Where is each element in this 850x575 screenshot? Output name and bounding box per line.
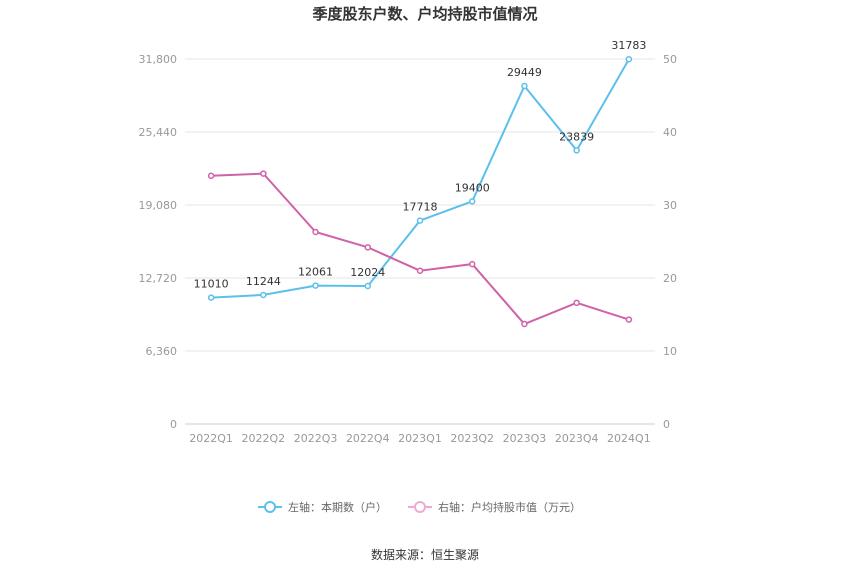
right-axis-ticks: 0 10 20 30 40 50 [663,53,677,431]
data-label: 31783 [611,39,646,52]
data-point-households [312,282,319,289]
legend-marker-market-value [414,501,426,513]
x-axis-tick-label: 2022Q2 [242,432,286,445]
gridlines [185,58,655,425]
left-axis-tick-label: 25,440 [139,126,178,139]
data-point-market-value [260,170,267,177]
right-axis-tick-label: 30 [663,199,677,212]
data-point-market-value [207,172,215,180]
data-point-market-value [416,267,424,274]
x-axis-ticks: 2022Q1 2022Q2 2022Q3 2022Q4 2023Q1 2023Q2 2023… [189,432,650,445]
right-axis-tick-label: 0 [663,418,670,431]
right-axis-tick-label: 10 [663,345,677,358]
data-label: 12061 [298,266,333,279]
legend-marker-households [264,501,276,513]
legend-item-market-value[interactable]: 右轴：户均持股市值（万元） [408,500,581,514]
data-label: 17718 [403,201,438,214]
series-line-households [211,58,630,299]
data-label: 19400 [455,181,490,194]
data-label: 23839 [559,130,594,143]
x-axis-tick-label: 2023Q1 [398,432,442,445]
left-axis-ticks: 0 6,360 12,720 19,080 25,440 31,800 [139,53,178,431]
data-point-households [468,198,476,205]
data-point-market-value [468,260,476,268]
data-point-households [521,82,528,90]
data-label: 11244 [246,275,281,288]
right-axis-tick-label: 50 [663,53,677,66]
legend-item-households[interactable]: 左轴：本期数（户） [258,500,387,514]
data-point-households [260,291,267,299]
data-point-market-value [625,316,633,323]
chart-title: 季度股东户数、户均持股市值情况 [312,5,537,23]
legend-label-households: 左轴：本期数（户） [288,500,387,514]
source-note: 数据来源：恒生聚源 [371,547,479,562]
x-axis-tick-label: 2024Q1 [607,432,651,445]
data-point-market-value [312,228,319,236]
left-axis-tick-label: 0 [170,418,177,431]
data-label: 11010 [194,278,229,291]
left-axis-tick-label: 12,720 [139,272,178,285]
data-label: 12024 [350,266,385,279]
data-point-market-value [521,320,528,328]
legend[interactable]: 左轴：本期数（户） 右轴：户均持股市值（万元） [258,500,581,514]
legend-label-market-value: 右轴：户均持股市值（万元） [438,500,581,514]
data-point-households [625,55,633,63]
data-point-households [416,217,424,224]
data-point-households [364,282,372,290]
series-points [207,55,633,328]
x-axis-tick-label: 2022Q3 [294,432,338,445]
right-axis-tick-label: 40 [663,126,677,139]
right-axis-tick-label: 20 [663,272,677,285]
x-axis-tick-label: 2023Q2 [450,432,494,445]
left-axis-tick-label: 6,360 [146,345,178,358]
data-point-market-value [364,244,372,251]
x-axis-tick-label: 2023Q4 [555,432,599,445]
series-line-market-value [211,172,630,326]
data-label: 29449 [507,66,542,79]
data-labels: 11010 11244 12061 12024 17718 19400 29449 23839… [194,39,647,290]
data-point-households [207,294,215,301]
data-point-households [573,147,580,154]
x-axis-tick-label: 2022Q4 [346,432,390,445]
left-axis-tick-label: 31,800 [139,53,178,66]
x-axis-tick-label: 2023Q3 [503,432,547,445]
left-axis-tick-label: 19,080 [139,199,178,212]
x-axis-tick-label: 2022Q1 [189,432,233,445]
data-point-market-value [573,299,580,307]
